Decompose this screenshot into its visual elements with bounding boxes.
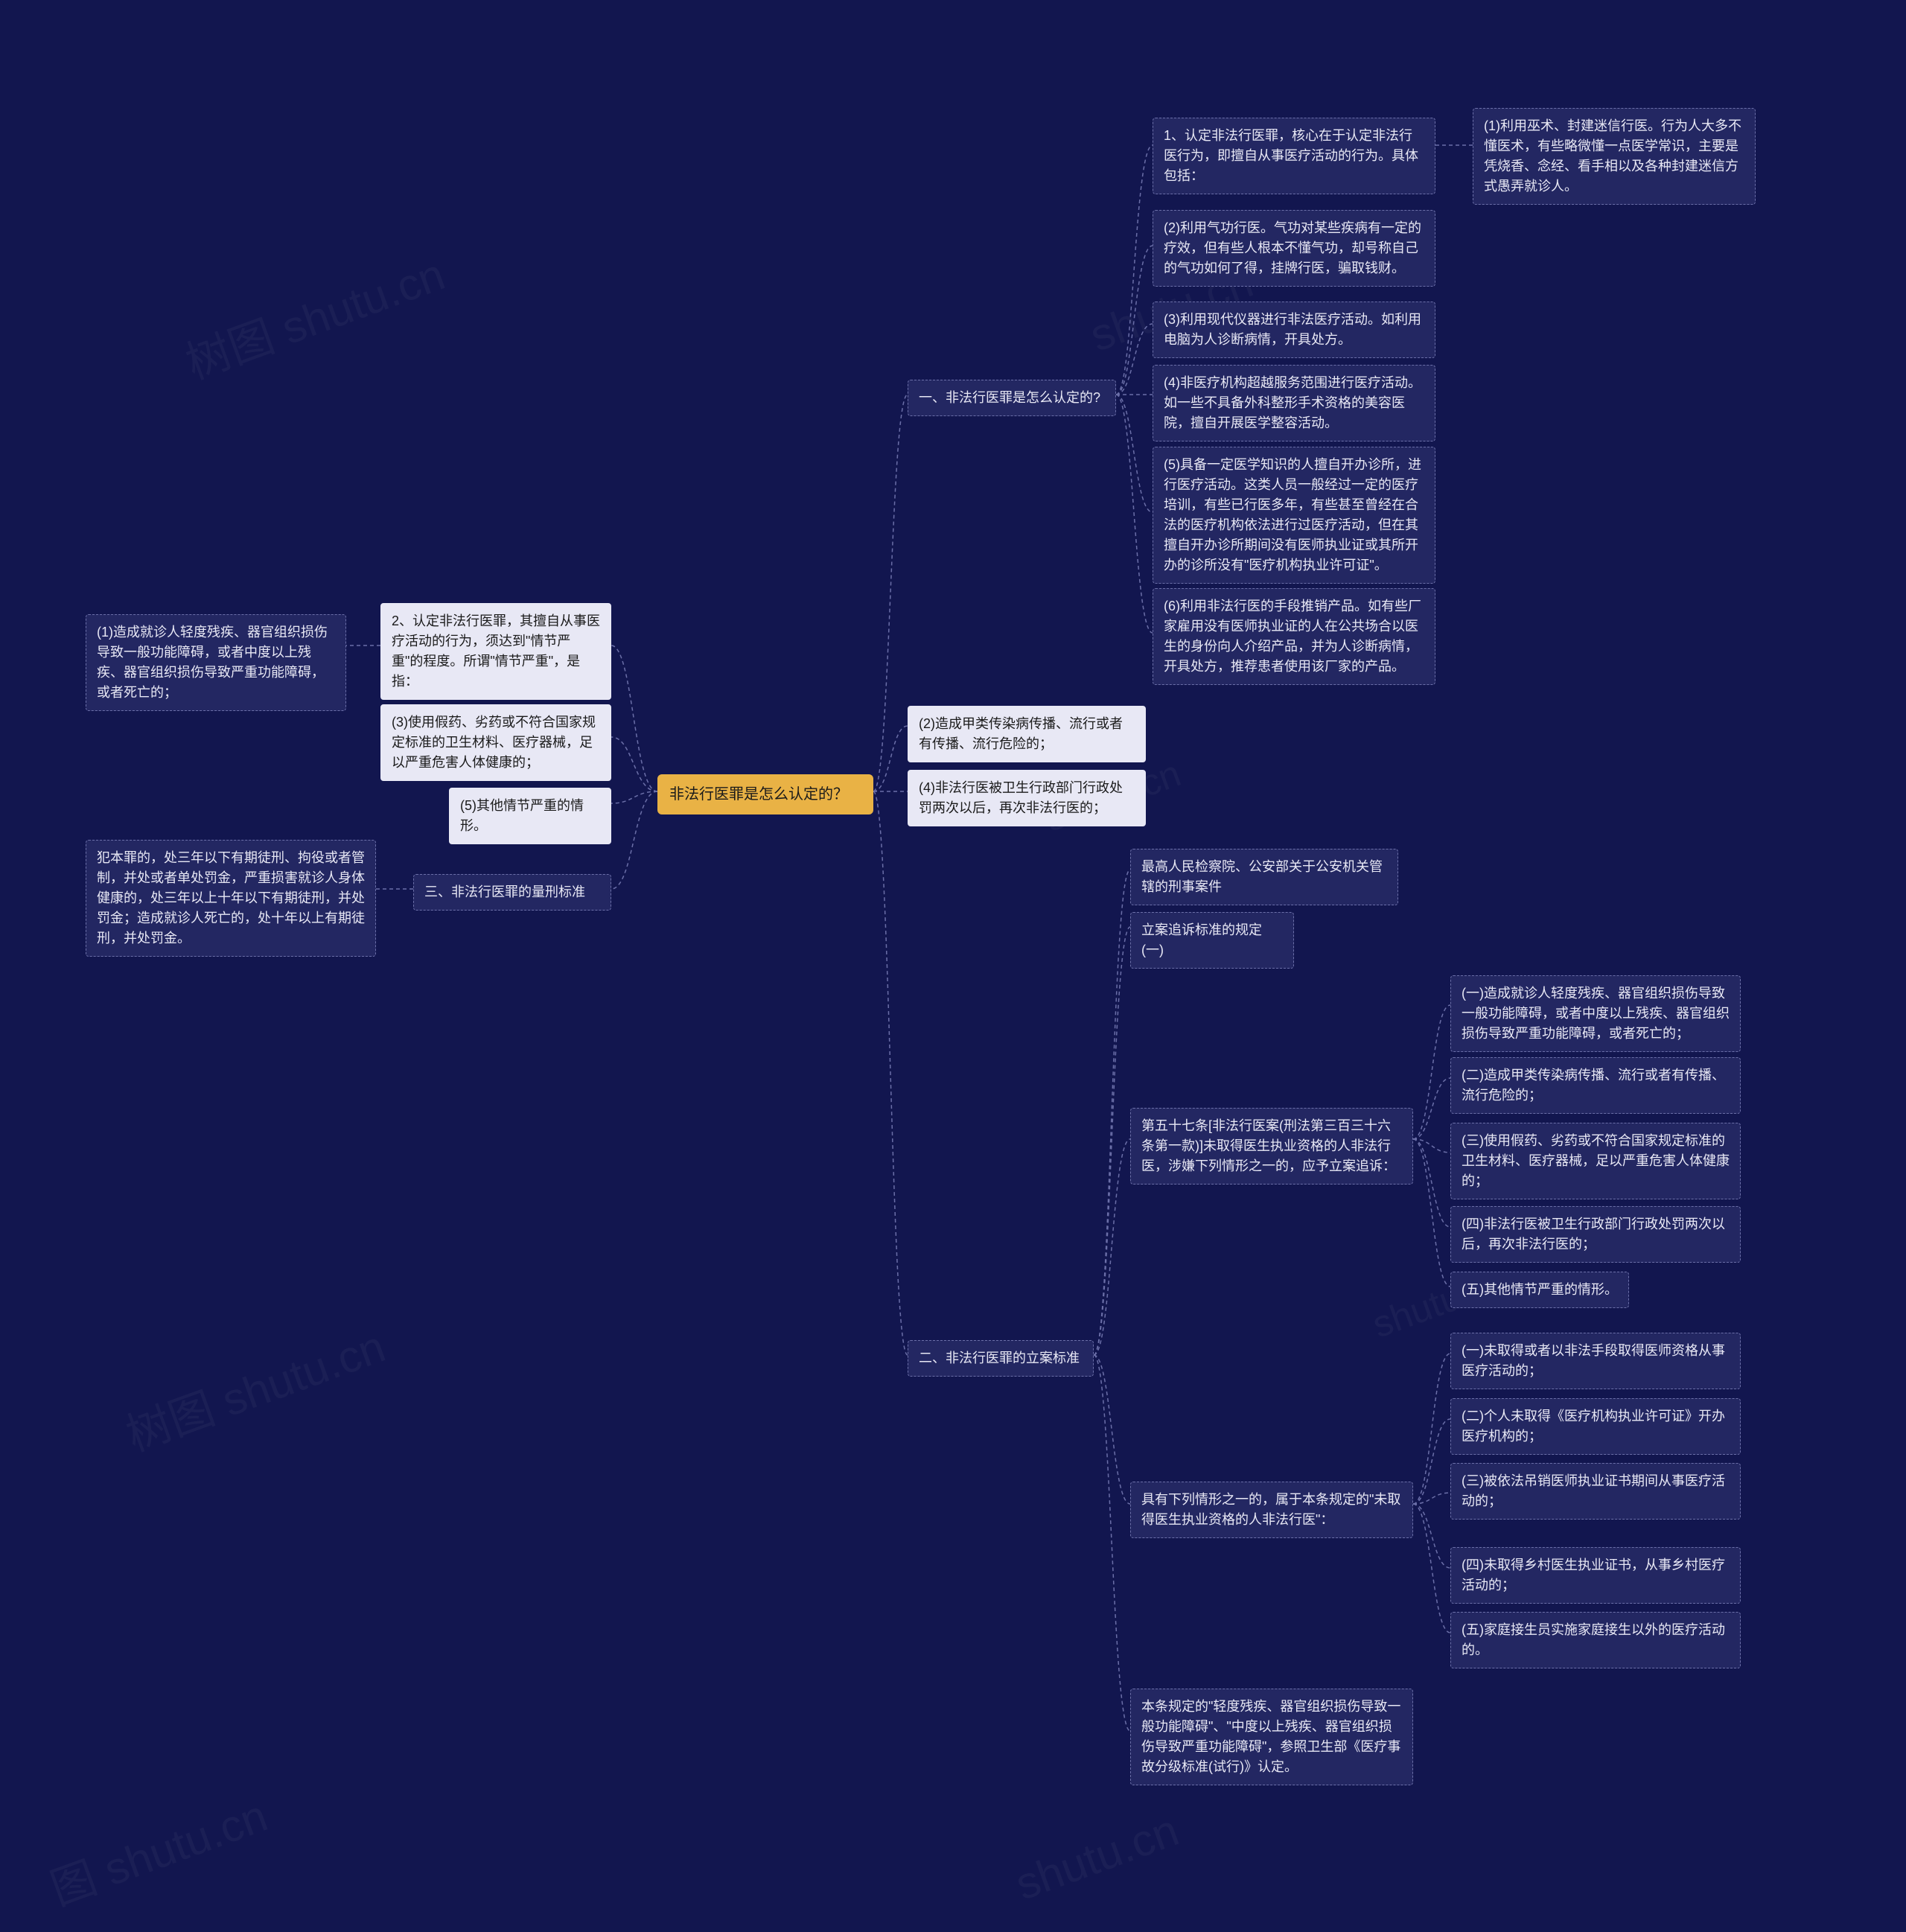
sec2-item4-sub1: (一)未取得或者以非法手段取得医师资格从事医疗活动的； bbox=[1450, 1333, 1741, 1389]
sec2-item3-sub1: (一)造成就诊人轻度残疾、器官组织损伤导致一般功能障碍，或者中度以上残疾、器官组… bbox=[1450, 975, 1741, 1052]
watermark: 树图 shutu.cn bbox=[176, 238, 452, 392]
watermark: 树图 shutu.cn bbox=[116, 1310, 392, 1464]
sec1-item1-sub1: (1)利用巫术、封建迷信行医。行为人大多不懂医术，有些略微懂一点医学常识，主要是… bbox=[1473, 108, 1756, 205]
watermark: 图 shutu.cn bbox=[40, 1780, 275, 1919]
sec1-item1-sub3: (3)利用现代仪器进行非法医疗活动。如利用电脑为人诊断病情，开具处方。 bbox=[1153, 302, 1435, 358]
sec2-item3-sub3: (三)使用假药、劣药或不符合国家规定标准的卫生材料、医疗器械，足以严重危害人体健… bbox=[1450, 1123, 1741, 1199]
sec2-item3: 第五十七条[非法行医案(刑法第三百三十六条第一款)]未取得医生执业资格的人非法行… bbox=[1130, 1108, 1413, 1185]
section1-title: 一、非法行医罪是怎么认定的? bbox=[908, 380, 1116, 416]
sec2-item4-sub5: (五)家庭接生员实施家庭接生以外的医疗活动的。 bbox=[1450, 1612, 1741, 1668]
left-item5: (5)其他情节严重的情形。 bbox=[449, 788, 611, 844]
sec2-item3-sub4: (四)非法行医被卫生行政部门行政处罚两次以后，再次非法行医的； bbox=[1450, 1206, 1741, 1263]
sec1-item1-sub2: (2)利用气功行医。气功对某些疾病有一定的疗效，但有些人根本不懂气功，却号称自己… bbox=[1153, 210, 1435, 287]
sec2-item4: 具有下列情形之一的，属于本条规定的"未取得医生执业资格的人非法行医"： bbox=[1130, 1482, 1413, 1538]
sec1-item1: 1、认定非法行医罪，核心在于认定非法行医行为，即擅自从事医疗活动的行为。具体包括… bbox=[1153, 118, 1435, 194]
left-item2: 2、认定非法行医罪，其擅自从事医疗活动的行为，须达到"情节严重"的程度。所谓"情… bbox=[380, 603, 611, 700]
sec2-item2: 立案追诉标准的规定(一) bbox=[1130, 912, 1294, 969]
left-item3: (3)使用假药、劣药或不符合国家规定标准的卫生材料、医疗器械，足以严重危害人体健… bbox=[380, 704, 611, 781]
mid-light-2: (4)非法行医被卫生行政部门行政处罚两次以后，再次非法行医的； bbox=[908, 770, 1146, 826]
sec1-item1-sub4: (4)非医疗机构超越服务范围进行医疗活动。如一些不具备外科整形手术资格的美容医院… bbox=[1153, 365, 1435, 441]
sec2-item1: 最高人民检察院、公安部关于公安机关管辖的刑事案件 bbox=[1130, 849, 1398, 905]
sec1-item1-sub6: (6)利用非法行医的手段推销产品。如有些厂家雇用没有医师执业证的人在公共场合以医… bbox=[1153, 588, 1435, 685]
mid-light-1: (2)造成甲类传染病传播、流行或者有传播、流行危险的； bbox=[908, 706, 1146, 762]
left-item2-sub1: (1)造成就诊人轻度残疾、器官组织损伤导致一般功能障碍，或者中度以上残疾、器官组… bbox=[86, 614, 346, 711]
sec3-detail: 犯本罪的，处三年以下有期徒刑、拘役或者管制，并处或者单处罚金，严重损害就诊人身体… bbox=[86, 840, 376, 957]
sec1-item1-sub5: (5)具备一定医学知识的人擅自开办诊所，进行医疗活动。这类人员一般经过一定的医疗… bbox=[1153, 447, 1435, 584]
sec2-item5: 本条规定的"轻度残疾、器官组织损伤导致一般功能障碍"、"中度以上残疾、器官组织损… bbox=[1130, 1689, 1413, 1785]
sec2-item4-sub2: (二)个人未取得《医疗机构执业许可证》开办医疗机构的； bbox=[1450, 1398, 1741, 1455]
sec2-item4-sub3: (三)被依法吊销医师执业证书期间从事医疗活动的； bbox=[1450, 1463, 1741, 1520]
sec2-item3-sub5: (五)其他情节严重的情形。 bbox=[1450, 1272, 1629, 1308]
center-node: 非法行医罪是怎么认定的？ bbox=[657, 774, 873, 814]
sec2-item4-sub4: (四)未取得乡村医生执业证书，从事乡村医疗活动的； bbox=[1450, 1547, 1741, 1604]
sec2-item3-sub2: (二)造成甲类传染病传播、流行或者有传播、流行危险的； bbox=[1450, 1057, 1741, 1114]
section3-title: 三、非法行医罪的量刑标准 bbox=[413, 874, 611, 911]
watermark: shutu.cn bbox=[1009, 1804, 1185, 1910]
section2-title: 二、非法行医罪的立案标准 bbox=[908, 1340, 1094, 1377]
